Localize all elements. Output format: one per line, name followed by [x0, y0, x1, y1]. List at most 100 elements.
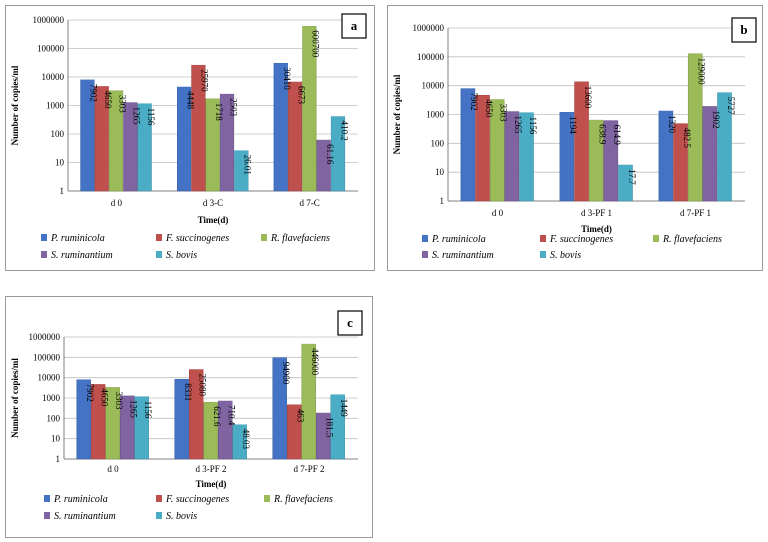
y-tick-label: 1000: [46, 101, 65, 111]
data-label: 710.4: [227, 405, 237, 426]
bar-cap: [218, 401, 233, 404]
bar-cap: [137, 103, 152, 106]
y-axis-title: Number of copies/ml: [392, 74, 402, 154]
bar: [232, 424, 247, 460]
bar-cap: [589, 120, 604, 123]
legend-entry: R. flavefaciens: [662, 234, 722, 245]
bar-cap: [220, 94, 234, 97]
data-label: 1320: [667, 115, 677, 134]
bar-cap: [205, 98, 220, 101]
bar-cap: [301, 344, 316, 347]
x-tick-label: d 0: [492, 208, 504, 218]
data-label: 61.16: [325, 144, 335, 165]
bars: [76, 343, 345, 460]
panel-label-box: [731, 17, 757, 43]
data-labels: 7902 8331 94900 4650 25080 463 3303 621.6 446000…: [85, 348, 349, 449]
legend-entry: S. bovis: [166, 511, 197, 522]
data-label: 181.5: [325, 417, 335, 438]
data-label: 8331: [183, 383, 193, 401]
y-tick-label: 100: [51, 129, 65, 139]
bar-cap: [574, 81, 589, 84]
data-label: 638.9: [598, 124, 608, 145]
chart-panel-a: 1 10 100 1000 10000 100000 1000000 7902 4448 3041…: [5, 5, 375, 271]
bar-cap: [316, 413, 331, 416]
bar-cap: [460, 88, 475, 91]
x-tick-label: d 3-PF 2: [195, 464, 226, 474]
bar-cap: [603, 120, 618, 123]
data-label: 463: [295, 409, 305, 423]
legend: P. ruminicola F. succinogenes R. flavefaci…: [41, 233, 330, 261]
legend-entry: R. flavefaciens: [273, 494, 333, 505]
bar-cap: [618, 165, 633, 168]
y-tick-labels: 1 10 100 1000 10000 100000 1000000: [33, 15, 65, 196]
bar-cap: [673, 123, 688, 126]
data-label: 4650: [484, 99, 494, 118]
bar-cap: [475, 95, 490, 98]
bar-cap: [109, 90, 123, 93]
panel-label-box: [337, 310, 363, 336]
y-tick-label: 100: [47, 413, 61, 423]
bar-cap: [234, 150, 249, 153]
data-label: 600700: [311, 30, 321, 58]
data-label: 3303: [114, 391, 124, 410]
legend-swatch: [422, 251, 428, 258]
legend-entry: S. ruminantium: [51, 250, 113, 261]
y-tick-label: 100000: [417, 52, 445, 62]
data-label: 25080: [197, 374, 207, 397]
y-tick-label: 1: [60, 186, 65, 196]
data-label: 3303: [499, 104, 509, 123]
x-tick-label: d 7-C: [300, 198, 320, 208]
legend-swatch: [156, 251, 162, 258]
y-tick-labels: 1 10 100 1000 10000 100000 1000000: [413, 23, 445, 206]
data-label: 7902: [85, 384, 95, 402]
panel-label: a: [351, 18, 358, 33]
legend-swatch: [540, 251, 546, 258]
legend-entry: S. ruminantium: [432, 250, 494, 261]
chart-panel-c: 1 10 100 1000 10000 100000 1000000 7902 8331 9490…: [5, 296, 373, 538]
data-label: 1156: [143, 401, 153, 419]
y-axis-title: Number of copies/ml: [10, 65, 20, 145]
x-tick-labels: d 0 d 3-PF 2 d 7-PF 2: [107, 464, 324, 474]
legend-entry: S. bovis: [550, 250, 581, 261]
y-tick-label: 100000: [33, 352, 61, 362]
y-axis-title: Number of copies/ml: [10, 358, 20, 438]
y-tick-label: 1000000: [413, 23, 445, 33]
legend-entry: F. succinogenes: [165, 494, 229, 505]
legend-swatch: [156, 512, 162, 519]
legend-swatch: [41, 251, 47, 258]
bar-cap: [717, 92, 732, 95]
data-labels: 7902 1194 1320 4650 13600 482.5 3303 638.9 12900…: [469, 58, 736, 186]
legend: P. ruminicola F. succinogenes R. flavefaci…: [422, 234, 722, 261]
bar-cap: [302, 26, 317, 29]
data-label: 3303: [117, 95, 127, 114]
bar-cap: [177, 87, 191, 90]
y-tick-label: 10000: [422, 81, 445, 91]
legend: P. ruminicola F. succinogenes R. flavefaci…: [44, 494, 333, 522]
data-label: 25970: [200, 69, 210, 92]
bar-cap: [316, 140, 331, 143]
legend-swatch: [540, 235, 546, 242]
legend-swatch: [261, 234, 267, 241]
x-tick-label: d 7-PF 2: [293, 464, 324, 474]
bar-cap: [272, 357, 287, 360]
data-label: 4650: [99, 388, 109, 407]
legend-swatch: [264, 495, 270, 502]
bar-cap: [559, 112, 574, 115]
data-label: 446000: [310, 348, 320, 376]
chart-a: 1 10 100 1000 10000 100000 1000000 7902 4448 3041…: [10, 13, 367, 261]
panel-label: b: [740, 22, 747, 37]
legend-entry: P. ruminicola: [431, 234, 486, 245]
chart-panel-b: 1 10 100 1000 10000 100000 1000000 7902 1194 1320…: [387, 5, 763, 271]
bar-cap: [288, 82, 302, 85]
x-tick-labels: d 0 d 3-PF 1 d 7-PF 1: [492, 208, 711, 218]
data-label: 1265: [129, 400, 139, 419]
data-label: 30410: [282, 67, 292, 90]
bar-cap: [174, 379, 189, 382]
x-tick-label: d 0: [107, 464, 119, 474]
bar: [301, 343, 316, 460]
legend-swatch: [653, 235, 659, 242]
legend-entry: P. ruminicola: [53, 494, 108, 505]
bars: [80, 26, 346, 192]
bar-cap: [519, 112, 534, 115]
data-label: 1449: [339, 399, 349, 418]
